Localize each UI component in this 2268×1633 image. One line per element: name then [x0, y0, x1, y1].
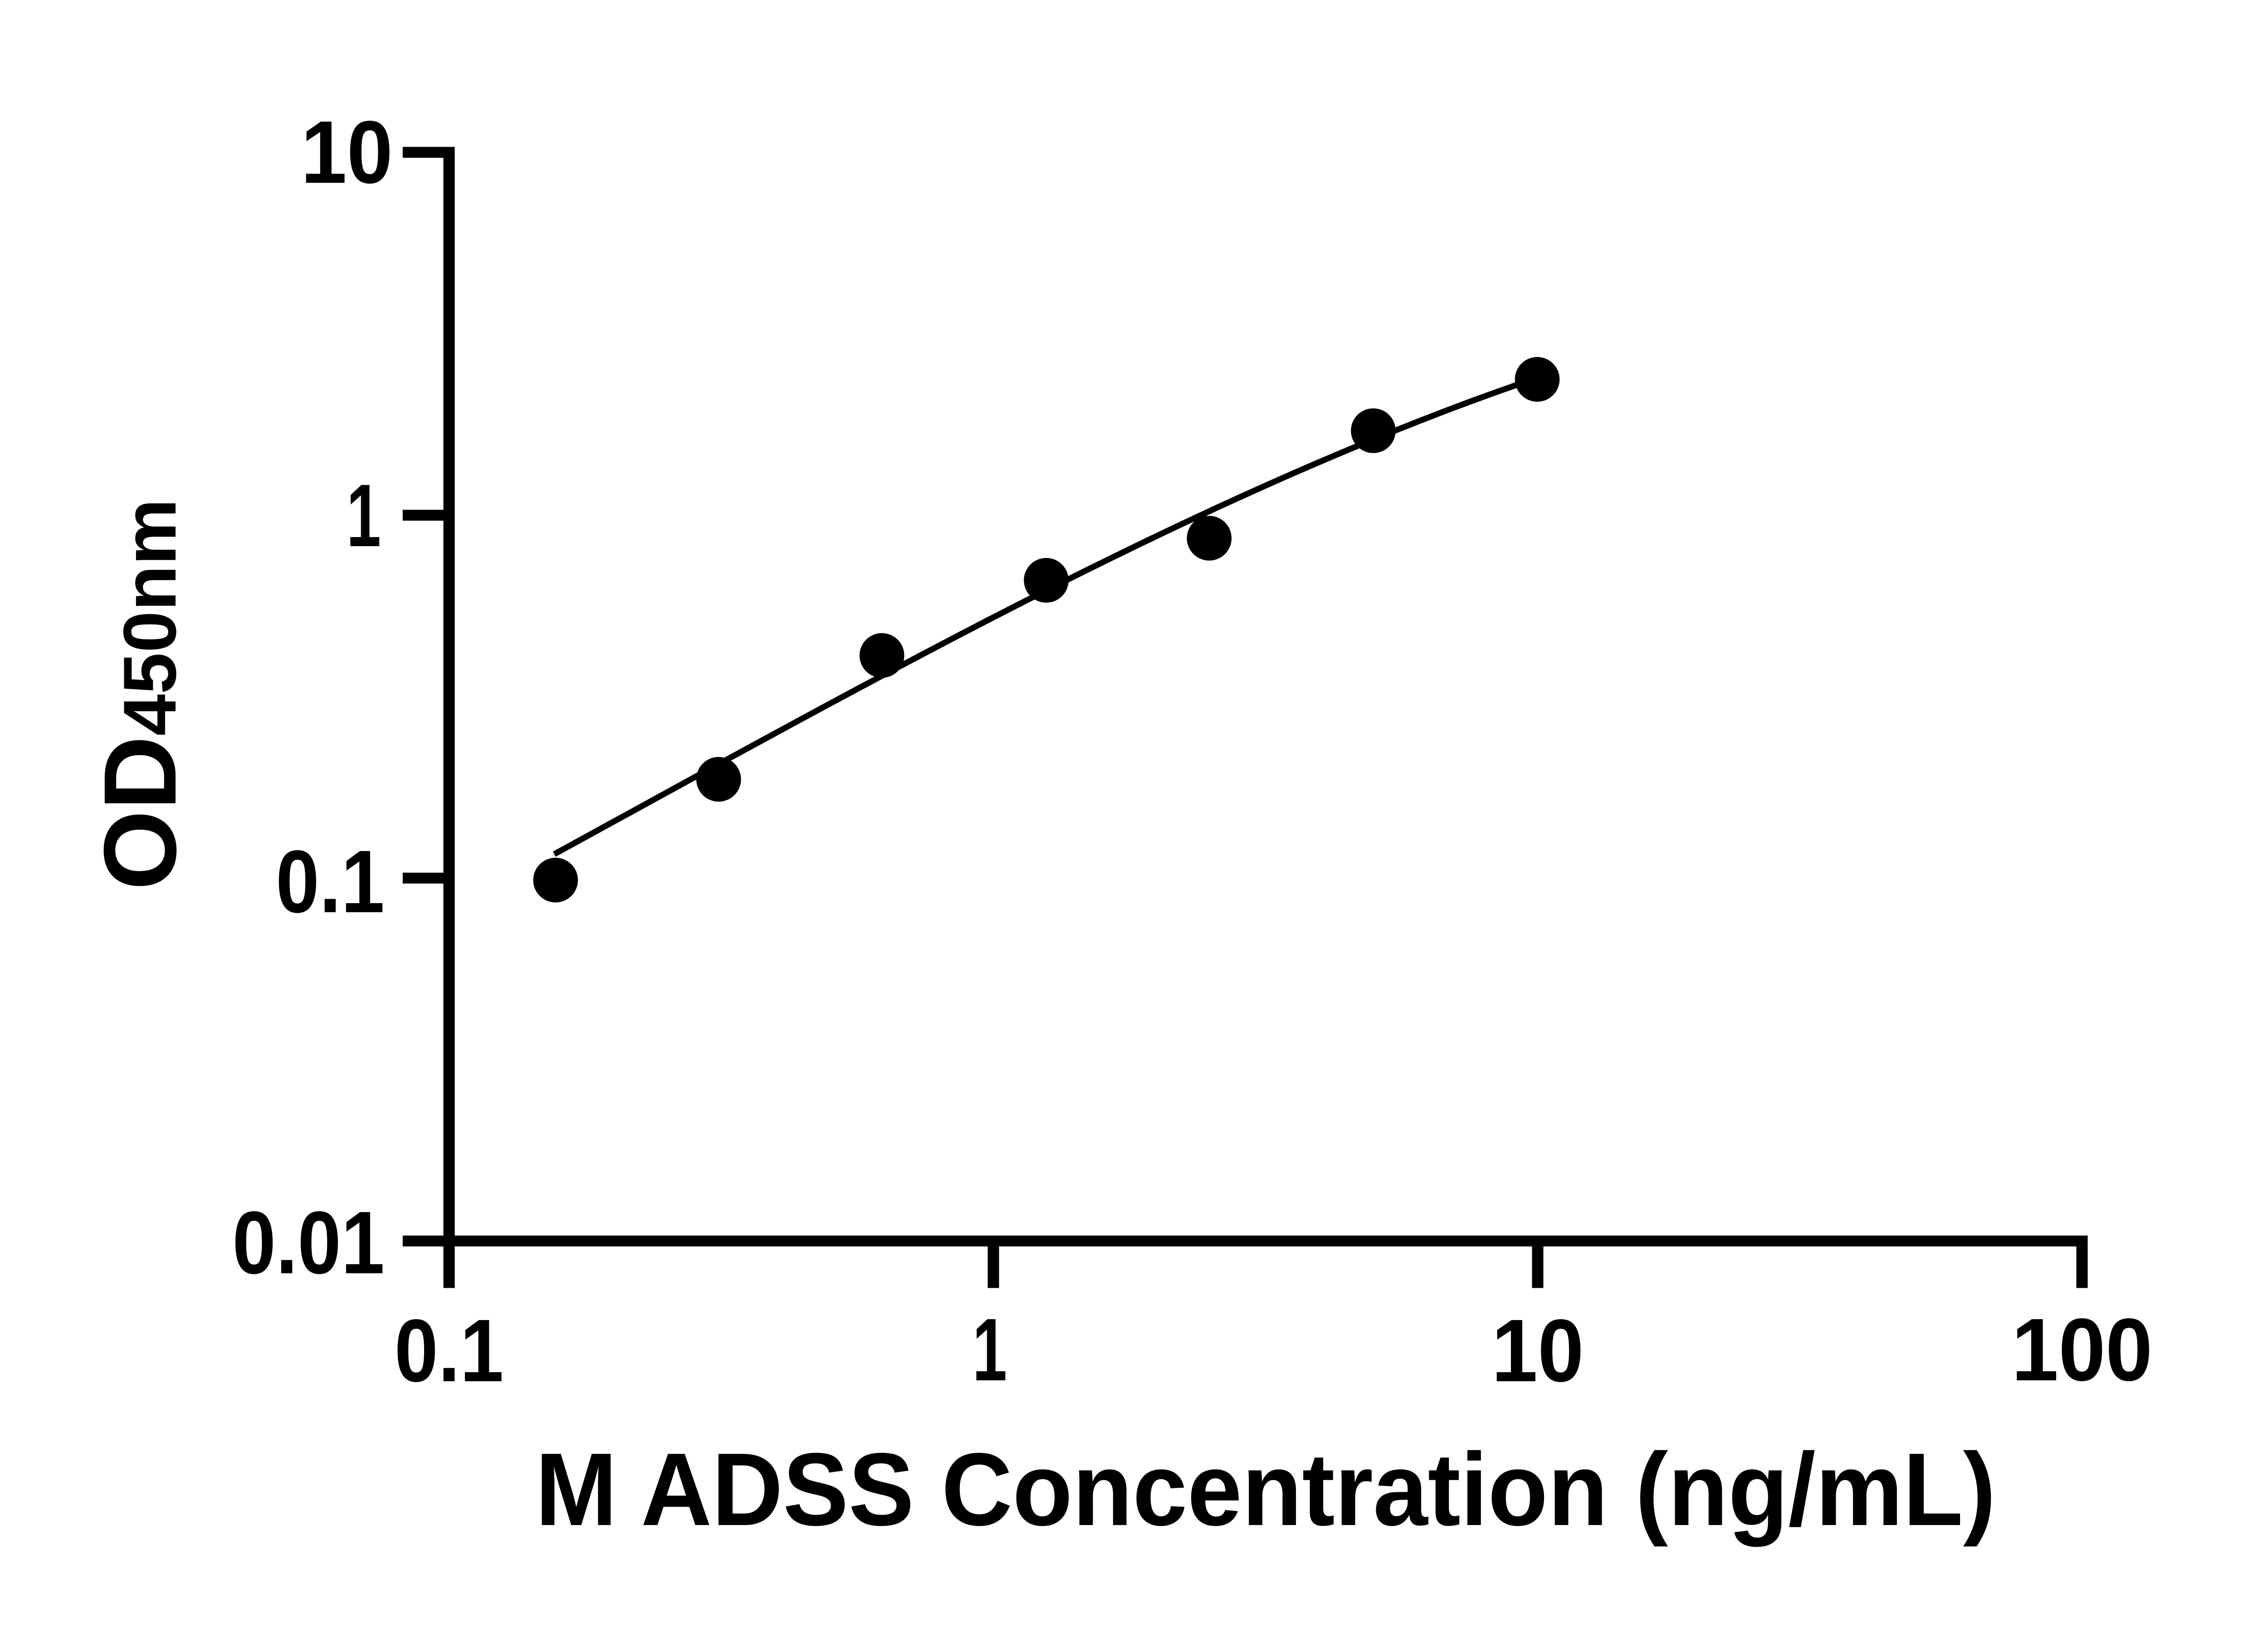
svg-text:0.1: 0.1 — [276, 832, 385, 932]
svg-text:100: 100 — [2012, 1300, 2153, 1399]
svg-text:10: 10 — [301, 103, 393, 202]
svg-text:1: 1 — [347, 466, 381, 565]
svg-text:0.01: 0.01 — [232, 1193, 385, 1293]
svg-text:10: 10 — [1491, 1301, 1584, 1400]
svg-text:0.1: 0.1 — [395, 1301, 504, 1400]
svg-text:M ADSS Concentration (ng/mL): M ADSS Concentration (ng/mL) — [535, 1432, 1996, 1547]
svg-text:1: 1 — [973, 1300, 1007, 1399]
